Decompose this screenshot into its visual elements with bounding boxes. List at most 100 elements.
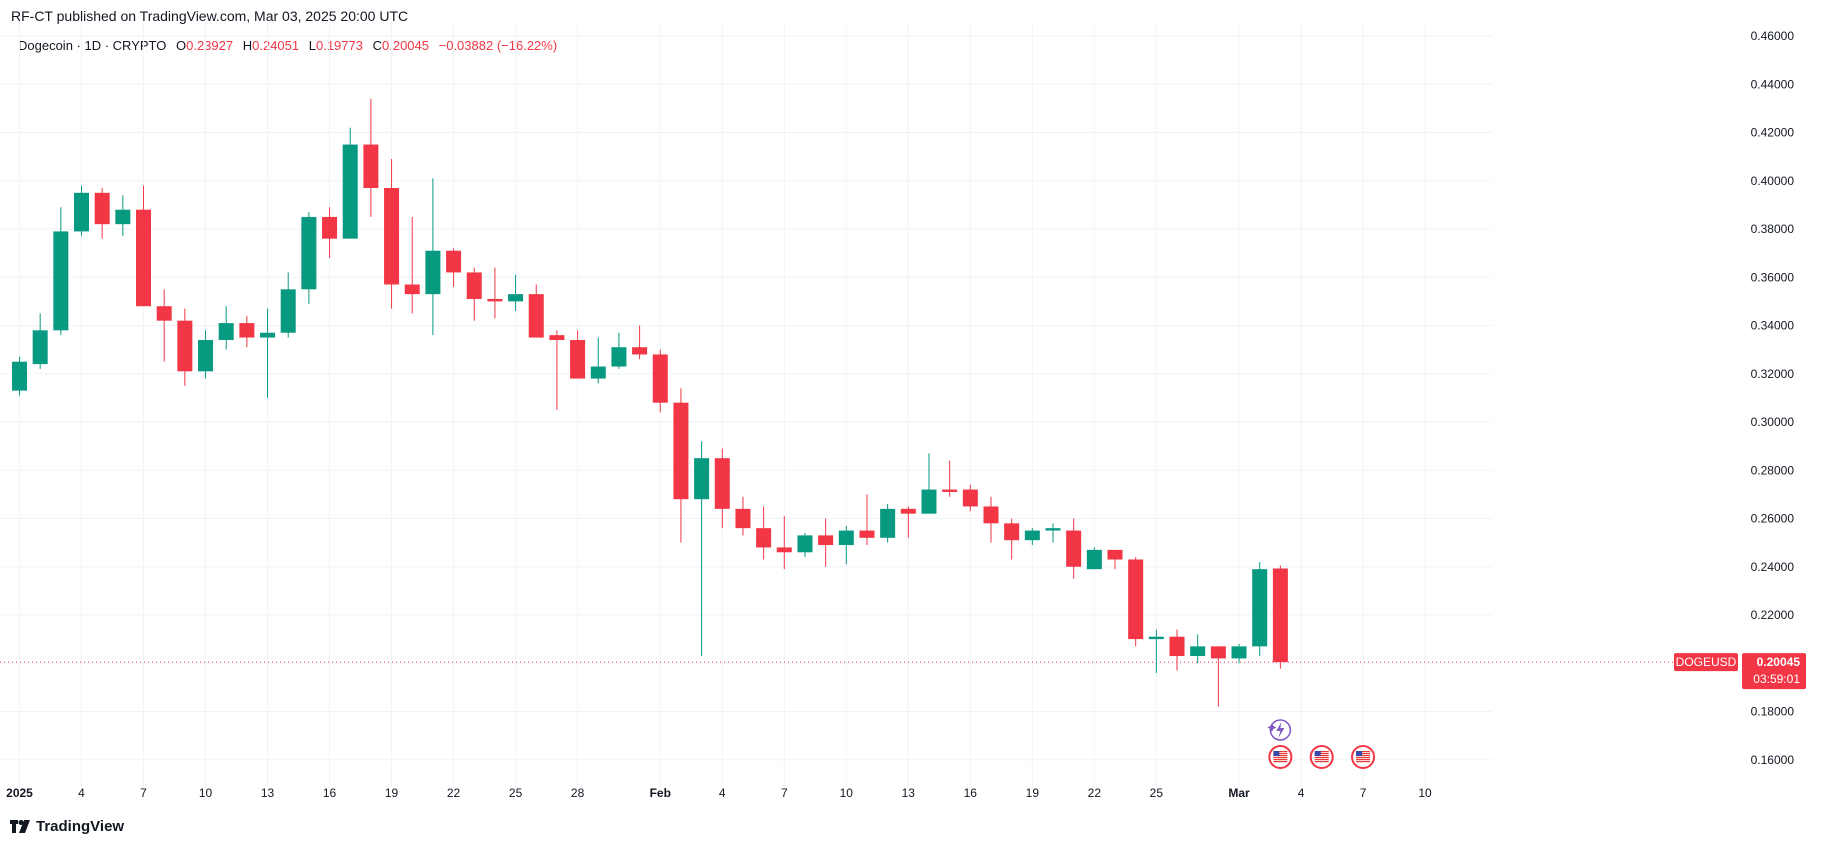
x-tick-label: 4 <box>78 786 85 800</box>
flag-stripe <box>1273 755 1288 757</box>
y-tick-label: 0.16000 <box>1751 753 1795 767</box>
tradingview-logo[interactable]: TradingView <box>10 815 124 837</box>
candle-body <box>280 289 296 333</box>
candle-body <box>487 298 503 302</box>
candle <box>880 504 896 543</box>
flag-stripe <box>1273 761 1288 763</box>
flag-stripe <box>1273 757 1288 759</box>
x-tick-label: 25 <box>1150 786 1164 800</box>
candle <box>466 267 482 321</box>
price-tag-countdown: 03:59:01 <box>1753 672 1800 686</box>
candle <box>983 496 999 543</box>
flag-stripe <box>1314 759 1329 761</box>
x-tick-label: 19 <box>385 786 399 800</box>
candle-body <box>735 508 751 529</box>
price-tag-bg <box>1742 653 1806 690</box>
tradingview-mark-icon <box>10 819 30 833</box>
candle <box>900 506 916 538</box>
flag-stripe <box>1314 755 1329 757</box>
candle <box>1045 523 1061 543</box>
candle-body <box>136 209 152 307</box>
low-label: L <box>308 38 316 53</box>
candle-body <box>53 231 69 331</box>
us-flag-event-icon <box>1309 745 1334 769</box>
candle-body <box>177 320 193 372</box>
candle <box>74 185 90 237</box>
x-tick-label: 28 <box>571 786 585 800</box>
flag-stripe <box>1356 751 1371 753</box>
candle <box>570 330 586 379</box>
candle <box>487 267 503 319</box>
candle <box>218 306 234 350</box>
x-tick-label: 16 <box>323 786 337 800</box>
us-flag-event-icon <box>1351 745 1376 769</box>
time-axis[interactable]: 2025 4 7 10 13 16 19 22 25 28 Feb 4 7 10 13 16 19 22 25 Mar… <box>6 786 1432 800</box>
candle-body <box>797 535 813 553</box>
candle <box>363 98 379 217</box>
close-value: 0.20045 <box>382 38 429 53</box>
candle <box>136 185 152 307</box>
price-axis[interactable]: 0.46000 0.44000 0.42000 0.40000 0.38000 0.360… <box>1751 29 1795 767</box>
candle <box>1272 565 1288 669</box>
candle <box>714 448 730 529</box>
candle-body <box>363 144 379 188</box>
x-tick-label: 10 <box>199 786 213 800</box>
candle-body <box>776 547 792 553</box>
sparkle-star <box>1267 723 1277 732</box>
candle <box>632 325 648 360</box>
candle <box>694 441 710 657</box>
candlestick-chart[interactable]: 0.46000 0.44000 0.42000 0.40000 0.38000 0.360… <box>0 0 1824 810</box>
flag-stripe <box>1314 761 1329 763</box>
price-tag-value: 0.20045 <box>1757 655 1801 669</box>
candle <box>1210 646 1226 707</box>
candle-body <box>1107 549 1123 560</box>
x-tick-label: 7 <box>1360 786 1367 800</box>
candle <box>12 356 27 396</box>
y-tick-label: 0.38000 <box>1751 222 1795 236</box>
candle-body <box>942 489 958 492</box>
candle-body <box>1169 636 1185 657</box>
flag-stripe <box>1314 757 1329 759</box>
x-tick-label: 4 <box>719 786 726 800</box>
candle-body <box>32 330 48 365</box>
x-tick-label: 19 <box>1026 786 1040 800</box>
candle-body <box>570 339 586 379</box>
candle <box>838 525 854 565</box>
candle-body <box>1231 646 1247 659</box>
candle <box>549 330 565 410</box>
x-tick-label: 4 <box>1298 786 1305 800</box>
candle <box>198 330 214 379</box>
candle-body <box>1210 646 1226 659</box>
x-tick-label: 13 <box>261 786 275 800</box>
y-tick-label: 0.18000 <box>1751 705 1795 719</box>
flag-stripe <box>1356 755 1371 757</box>
low-value: 0.19773 <box>315 38 363 53</box>
candle <box>1107 549 1123 570</box>
candle-body <box>508 294 524 302</box>
candles <box>12 98 1288 707</box>
candle-body <box>74 192 90 232</box>
candle <box>260 308 276 398</box>
event-markers <box>1267 719 1376 769</box>
candle-body <box>115 209 131 225</box>
candle <box>1252 561 1268 657</box>
candle-body <box>611 347 627 367</box>
y-tick-label: 0.26000 <box>1751 512 1795 526</box>
candle-body <box>838 530 854 546</box>
candle-body <box>1252 569 1268 647</box>
candle-body <box>900 508 916 514</box>
candle <box>1024 528 1040 546</box>
candle <box>322 207 338 258</box>
open-label: O <box>175 38 187 53</box>
candle <box>756 506 772 560</box>
candle <box>1086 547 1102 570</box>
flag-stripe <box>1314 751 1329 753</box>
candle <box>1128 557 1144 647</box>
high-label: H <box>242 38 253 53</box>
candle-body <box>1086 549 1102 570</box>
y-tick-label: 0.44000 <box>1751 77 1795 91</box>
tradingview-brand-text: TradingView <box>36 817 125 835</box>
candle-body <box>549 335 565 340</box>
candle <box>611 332 627 369</box>
candle <box>942 460 958 497</box>
